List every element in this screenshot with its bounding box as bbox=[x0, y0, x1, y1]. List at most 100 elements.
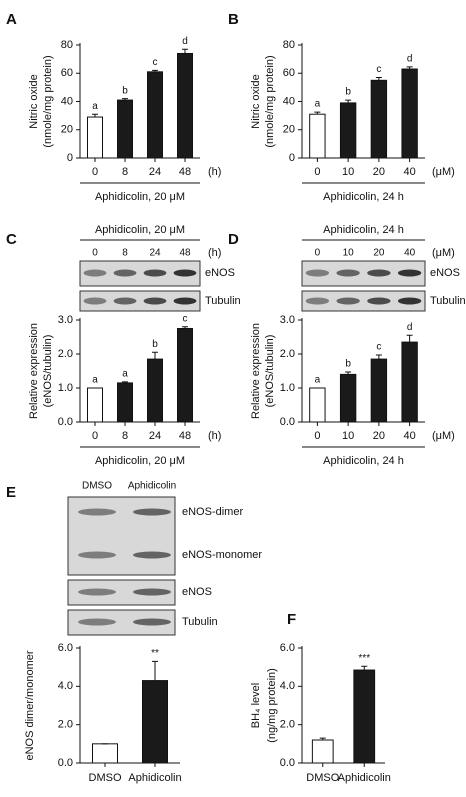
blot-header: Aphidicolin, 20 μM bbox=[95, 224, 185, 236]
significance-label: a bbox=[92, 101, 98, 112]
blot-header: Aphidicolin, 24 h bbox=[323, 224, 404, 236]
error-bar bbox=[406, 66, 413, 70]
significance-label: a bbox=[315, 99, 321, 110]
significance-label: b bbox=[345, 87, 351, 98]
blot-band bbox=[305, 297, 330, 305]
x-unit: (h) bbox=[208, 430, 221, 442]
blot-panel bbox=[79, 290, 201, 312]
blot-band bbox=[133, 551, 171, 559]
bar bbox=[177, 52, 193, 159]
blot-band bbox=[133, 508, 171, 516]
blot-band bbox=[78, 618, 116, 626]
blot-band bbox=[305, 269, 330, 277]
y-tick-label: 0.0 bbox=[280, 757, 295, 769]
y-tick-label: 1.0 bbox=[280, 382, 295, 394]
y-tick-label: 80 bbox=[283, 39, 295, 51]
blot-band bbox=[173, 297, 197, 305]
blot-lane-label: 0 bbox=[92, 248, 98, 259]
panel-label: C bbox=[6, 231, 17, 248]
x-tick-label: DMSO bbox=[89, 772, 122, 784]
y-tick-label: 60 bbox=[283, 67, 295, 79]
x-tick-label: 10 bbox=[342, 430, 354, 442]
x-tick-label: 40 bbox=[404, 430, 416, 442]
blot-band bbox=[133, 588, 171, 596]
blot-band-label: eNOS-dimer bbox=[182, 506, 243, 518]
panel-label: D bbox=[228, 231, 239, 248]
blot-band-label: eNOS bbox=[205, 267, 235, 279]
x-tick-label: Aphidicolin bbox=[128, 772, 181, 784]
blot-band bbox=[143, 297, 167, 305]
error-bar bbox=[152, 351, 158, 360]
blot-band-label: eNOS-monomer bbox=[182, 549, 262, 561]
x-tick-label: 0 bbox=[314, 430, 320, 442]
y-tick-label: 0.0 bbox=[280, 416, 295, 428]
y-tick-label: 6.0 bbox=[280, 642, 295, 654]
bar bbox=[339, 373, 357, 423]
significance-label: ** bbox=[151, 648, 159, 659]
blot-lane-label: 48 bbox=[179, 248, 191, 259]
blot-lane-label: 8 bbox=[122, 248, 128, 259]
bar bbox=[177, 328, 193, 423]
blot-unit: (h) bbox=[208, 247, 221, 259]
bar bbox=[370, 358, 388, 423]
error-bar bbox=[182, 326, 188, 329]
y-axis-label: Nitric oxide bbox=[28, 74, 40, 128]
bar bbox=[311, 739, 334, 764]
blot-lane-label: 0 bbox=[315, 248, 321, 259]
blot-band bbox=[173, 269, 197, 277]
x-axis-label: Aphidicolin, 24 h bbox=[323, 455, 404, 467]
blot-band-label: Tubulin bbox=[205, 295, 241, 307]
x-axis-label: Aphidicolin, 20 μM bbox=[95, 455, 185, 467]
bar bbox=[353, 669, 376, 764]
error-bar bbox=[314, 111, 321, 115]
bar bbox=[117, 382, 133, 423]
blot-band bbox=[367, 269, 391, 277]
error-bar bbox=[375, 76, 382, 81]
error-bar bbox=[361, 665, 368, 671]
x-tick-label: 0 bbox=[314, 166, 320, 178]
y-axis-label: Relative expression bbox=[250, 323, 262, 419]
blot-lane-label: 40 bbox=[404, 248, 416, 259]
x-tick-label: 24 bbox=[149, 166, 161, 178]
blot-band-label: Tubulin bbox=[430, 295, 466, 307]
y-axis-label: (nmole/mg protein) bbox=[42, 55, 54, 147]
y-axis-label: (eNOS/tubulin) bbox=[42, 335, 54, 408]
blot-band bbox=[367, 297, 391, 305]
panel-label: B bbox=[228, 11, 239, 28]
y-tick-label: 2.0 bbox=[58, 348, 73, 360]
y-tick-label: 80 bbox=[61, 39, 73, 51]
x-unit: (μM) bbox=[432, 430, 455, 442]
x-tick-label: Aphidicolin bbox=[338, 772, 391, 784]
x-tick-label: 24 bbox=[149, 430, 161, 442]
panel-label: E bbox=[6, 484, 16, 501]
blot-band bbox=[397, 297, 422, 305]
bar bbox=[92, 743, 118, 764]
y-tick-label: 1.0 bbox=[58, 382, 73, 394]
significance-label: c bbox=[183, 313, 188, 324]
y-tick-label: 6.0 bbox=[58, 642, 73, 654]
error-bar bbox=[122, 98, 128, 101]
y-axis-label: BH₄ level bbox=[250, 683, 262, 728]
blot-lane-label: 24 bbox=[149, 248, 161, 259]
blot-band bbox=[113, 269, 137, 277]
blot-band bbox=[143, 269, 167, 277]
y-axis-label: eNOS dimer/monomer bbox=[24, 650, 36, 760]
bar bbox=[117, 99, 133, 159]
panel-label: F bbox=[287, 611, 296, 628]
blot-band bbox=[83, 269, 107, 277]
blot-band-label: eNOS bbox=[430, 267, 460, 279]
y-tick-label: 20 bbox=[61, 124, 73, 136]
x-tick-label: 48 bbox=[179, 166, 191, 178]
bar bbox=[339, 102, 357, 159]
y-tick-label: 3.0 bbox=[280, 314, 295, 326]
blot-band bbox=[83, 297, 107, 305]
bar bbox=[87, 387, 103, 423]
blot-lane-label: 20 bbox=[373, 248, 385, 259]
significance-label: c bbox=[153, 57, 158, 68]
blot-panel bbox=[301, 290, 426, 312]
blot-band-label: Tubulin bbox=[182, 616, 218, 628]
bar bbox=[401, 341, 418, 423]
x-tick-label: 0 bbox=[92, 166, 98, 178]
blot-band bbox=[336, 297, 360, 305]
y-tick-label: 0.0 bbox=[58, 416, 73, 428]
